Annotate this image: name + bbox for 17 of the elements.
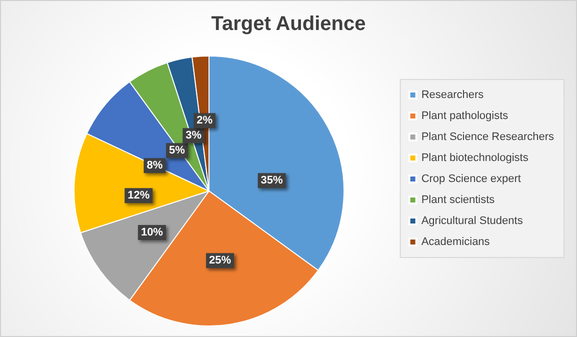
legend-label: Crop Science expert: [421, 173, 521, 185]
legend-label: Academicians: [421, 236, 490, 248]
data-label: 5%: [169, 144, 186, 157]
data-label: 2%: [196, 114, 213, 127]
legend-label: Plant pathologists: [421, 110, 509, 122]
chart-title: Target Audience: [211, 13, 366, 35]
data-label: 3%: [186, 130, 202, 142]
legend-label: Researchers: [421, 89, 484, 101]
legend-label: Plant biotechnologists: [421, 152, 529, 164]
data-label: 8%: [146, 160, 163, 172]
data-label: 35%: [260, 174, 284, 187]
legend-label: Agricultural Students: [421, 215, 524, 227]
legend-label: Plant scientists: [421, 194, 496, 206]
data-label: 12%: [128, 190, 150, 202]
data-label: 10%: [140, 226, 164, 238]
data-label: 25%: [209, 254, 232, 267]
legend-label: Plant Science Researchers: [421, 131, 554, 143]
